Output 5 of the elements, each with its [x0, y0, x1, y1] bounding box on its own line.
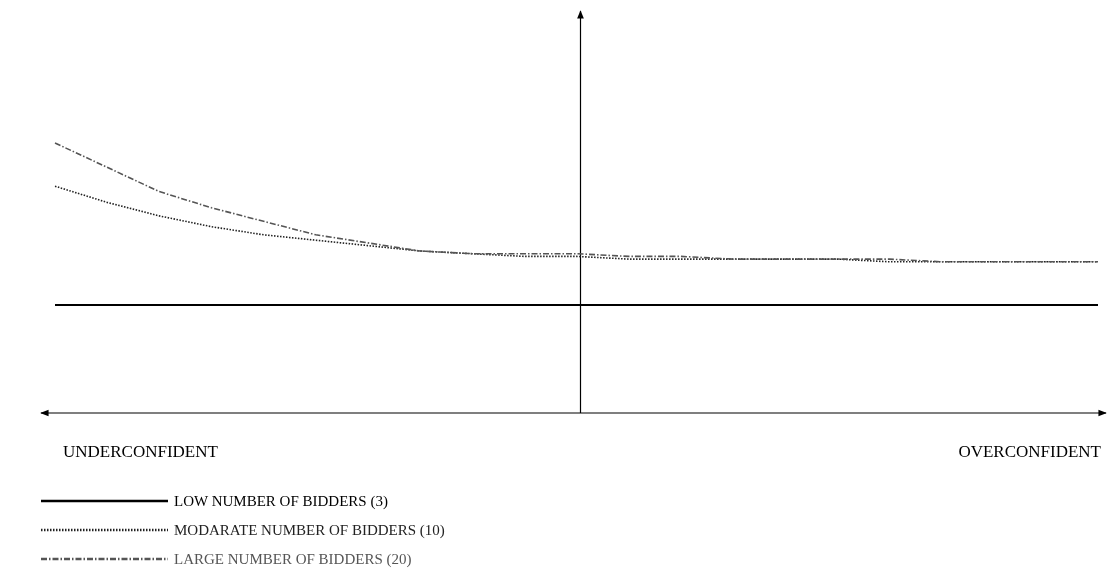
text: OVERCONFIDENT	[958, 442, 1102, 461]
text: LOW NUMBER OF BIDDERS (3)	[174, 493, 388, 510]
text: LARGE NUMBER OF BIDDERS (20)	[174, 551, 412, 568]
text: UNDERCONFIDENT	[63, 442, 219, 461]
text: MODARATE NUMBER OF BIDDERS (10)	[174, 522, 445, 539]
